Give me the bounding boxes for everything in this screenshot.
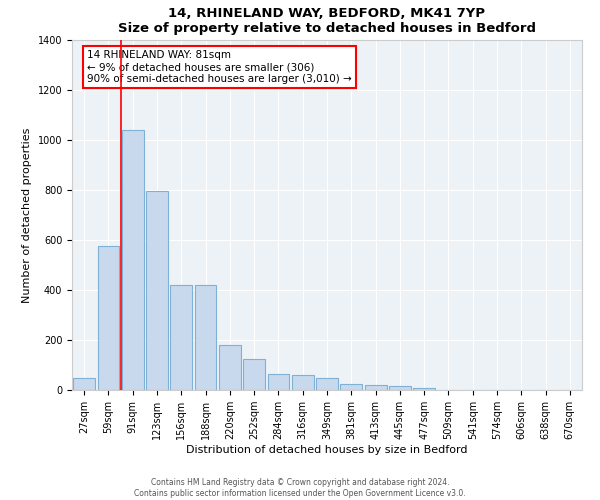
Bar [122,130,143,390]
Bar [292,375,314,390]
Bar [413,388,435,390]
Bar [219,345,241,390]
Bar [365,385,386,390]
Title: 14, RHINELAND WAY, BEDFORD, MK41 7YP
Size of property relative to detached house: 14, RHINELAND WAY, BEDFORD, MK41 7YP Siz… [118,6,536,34]
Bar [146,191,168,390]
X-axis label: Distribution of detached houses by size in Bedford: Distribution of detached houses by size … [186,445,468,455]
Bar [97,246,119,390]
Bar [170,285,192,390]
Bar [194,285,217,390]
Bar [389,386,411,390]
Bar [316,378,338,390]
Bar [340,384,362,390]
Y-axis label: Number of detached properties: Number of detached properties [22,128,32,302]
Text: 14 RHINELAND WAY: 81sqm
← 9% of detached houses are smaller (306)
90% of semi-de: 14 RHINELAND WAY: 81sqm ← 9% of detached… [88,50,352,84]
Text: Contains HM Land Registry data © Crown copyright and database right 2024.
Contai: Contains HM Land Registry data © Crown c… [134,478,466,498]
Bar [268,374,289,390]
Bar [73,378,95,390]
Bar [243,359,265,390]
